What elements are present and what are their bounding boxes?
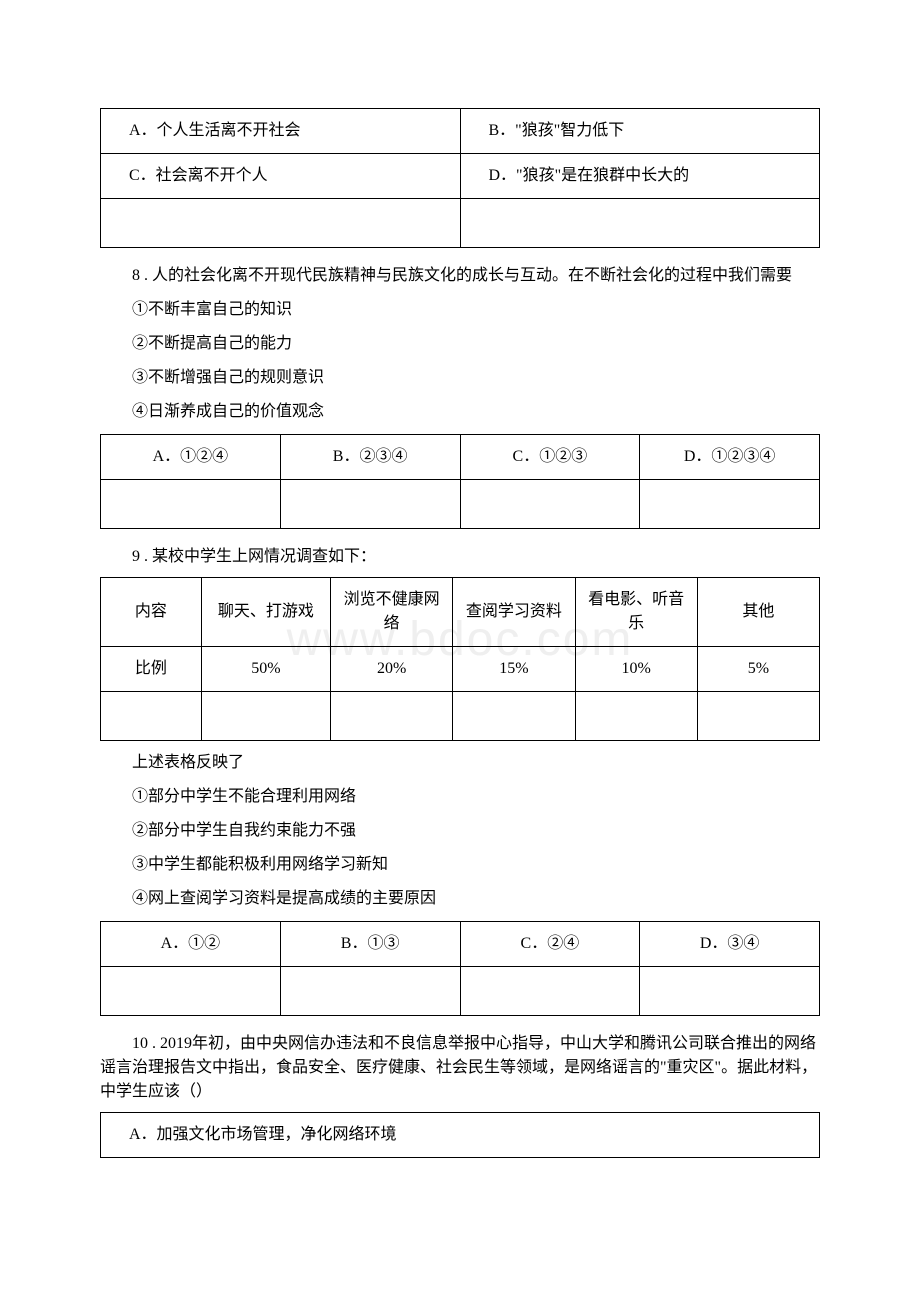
- q9-blank-4: [575, 692, 697, 741]
- q7-blank-2: [460, 199, 820, 248]
- q10-choice-a: A．加强文化市场管理，净化网络环境: [101, 1113, 820, 1158]
- q9-row1-5: 5%: [697, 647, 819, 692]
- q7-opt-d: D．"狼孩"是在狼群中长大的: [460, 154, 820, 199]
- q8-blank-4: [640, 480, 820, 529]
- q9-blank-1: [201, 692, 330, 741]
- q8-blank-1: [101, 480, 281, 529]
- q9-blank-2: [331, 692, 453, 741]
- q9-col-0: 内容: [101, 578, 202, 647]
- q9-row1-4: 10%: [575, 647, 697, 692]
- q7-opt-c: C．社会离不开个人: [101, 154, 461, 199]
- q9-choice-b: B．①③: [280, 922, 460, 967]
- q9-stem: 9 . 某校中学生上网情况调查如下：: [100, 545, 820, 569]
- q10-choices-table: A．加强文化市场管理，净化网络环境: [100, 1112, 820, 1158]
- q8-choices-table: A．①②④ B．②③④ C．①②③ D．①②③④: [100, 434, 820, 529]
- q9-choice-a: A．①②: [101, 922, 281, 967]
- q9-cblank-1: [101, 967, 281, 1016]
- q9-opt-2: ②部分中学生自我约束能力不强: [100, 819, 820, 843]
- q8-blank-2: [280, 480, 460, 529]
- q9-row1-3: 15%: [453, 647, 575, 692]
- q9-row1-0: 比例: [101, 647, 202, 692]
- q9-col-2: 浏览不健康网络: [331, 578, 453, 647]
- q7-options-table: A．个人生活离不开社会 B．"狼孩"智力低下 C．社会离不开个人 D．"狼孩"是…: [100, 108, 820, 248]
- q8-choice-a: A．①②④: [101, 435, 281, 480]
- q9-col-3: 查阅学习资料: [453, 578, 575, 647]
- q10-stem: 10 . 2019年初，由中央网信办违法和不良信息举报中心指导，中山大学和腾讯公…: [100, 1032, 820, 1104]
- q7-blank-1: [101, 199, 461, 248]
- q8-choice-d: D．①②③④: [640, 435, 820, 480]
- q9-opt-4: ④网上查阅学习资料是提高成绩的主要原因: [100, 887, 820, 911]
- q9-followup: 上述表格反映了: [100, 751, 820, 775]
- q9-blank-3: [453, 692, 575, 741]
- q9-cblank-2: [280, 967, 460, 1016]
- q9-choice-d: D．③④: [640, 922, 820, 967]
- q9-blank-5: [697, 692, 819, 741]
- q9-row1-1: 50%: [201, 647, 330, 692]
- q8-opt-2: ②不断提高自己的能力: [100, 332, 820, 356]
- q9-col-4: 看电影、听音乐: [575, 578, 697, 647]
- q9-col-1: 聊天、打游戏: [201, 578, 330, 647]
- q9-col-5: 其他: [697, 578, 819, 647]
- q9-cblank-3: [460, 967, 640, 1016]
- q9-blank-0: [101, 692, 202, 741]
- q8-choice-c: C．①②③: [460, 435, 640, 480]
- q9-choice-c: C．②④: [460, 922, 640, 967]
- q9-cblank-4: [640, 967, 820, 1016]
- q8-opt-3: ③不断增强自己的规则意识: [100, 366, 820, 390]
- q8-blank-3: [460, 480, 640, 529]
- q8-opt-1: ①不断丰富自己的知识: [100, 298, 820, 322]
- q9-row1-2: 20%: [331, 647, 453, 692]
- q9-survey-table: 内容 聊天、打游戏 浏览不健康网络 查阅学习资料 看电影、听音乐 其他 比例 5…: [100, 577, 820, 741]
- q8-stem: 8 . 人的社会化离不开现代民族精神与民族文化的成长与互动。在不断社会化的过程中…: [100, 264, 820, 288]
- q9-opt-3: ③中学生都能积极利用网络学习新知: [100, 853, 820, 877]
- q9-opt-1: ①部分中学生不能合理利用网络: [100, 785, 820, 809]
- q8-opt-4: ④日渐养成自己的价值观念: [100, 400, 820, 424]
- q8-choice-b: B．②③④: [280, 435, 460, 480]
- q9-choices-table: A．①② B．①③ C．②④ D．③④: [100, 921, 820, 1016]
- q7-opt-a: A．个人生活离不开社会: [101, 109, 461, 154]
- q7-opt-b: B．"狼孩"智力低下: [460, 109, 820, 154]
